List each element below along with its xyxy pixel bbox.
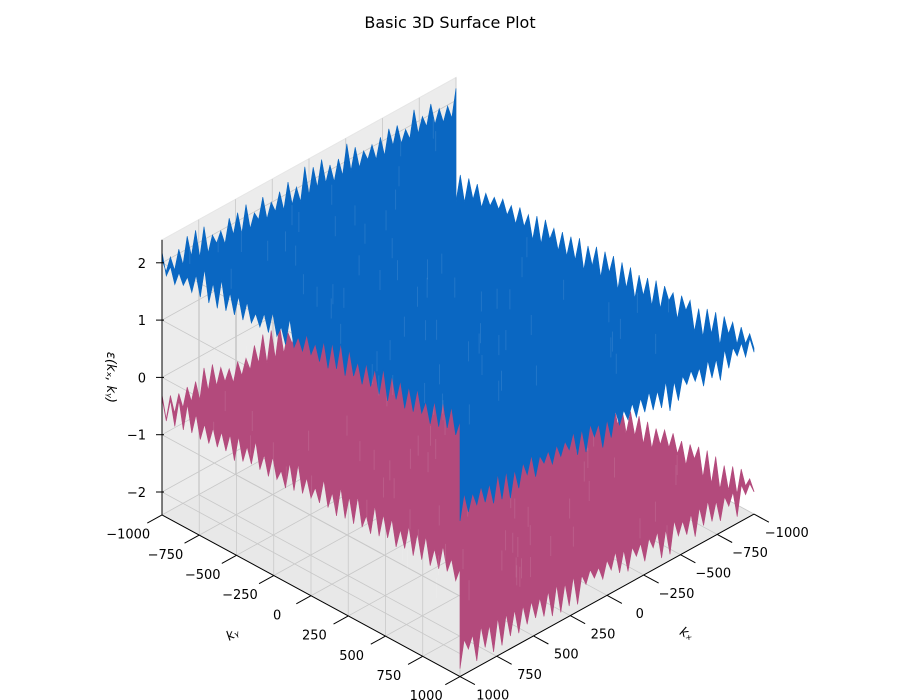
x-tick [717, 533, 733, 543]
x-tick-label: −750 [732, 546, 768, 561]
z-tick-label: 2 [138, 257, 146, 272]
y-tick [445, 676, 461, 686]
x-tick-label: 250 [591, 627, 616, 642]
y-tick [258, 575, 274, 585]
y-axis-label: kᵧ [224, 625, 243, 645]
x-tick [496, 655, 512, 665]
x-tick-label: −1000 [765, 526, 809, 541]
y-tick-label: −1000 [106, 528, 150, 543]
z-tick-label: −2 [127, 486, 146, 501]
y-tick-label: −500 [185, 568, 221, 583]
surfaces [161, 88, 755, 669]
y-tick [147, 514, 163, 524]
z-tick-label: −1 [127, 429, 146, 444]
y-tick-label: −250 [222, 588, 258, 603]
x-tick-label: −500 [695, 566, 731, 581]
z-tick-label: 1 [138, 314, 146, 329]
y-tick-label: 0 [273, 608, 281, 623]
x-tick [606, 594, 623, 604]
x-tick-label: −250 [659, 587, 695, 602]
x-tick-label: 1000 [476, 688, 509, 700]
y-tick [221, 554, 237, 564]
y-tick-label: 500 [339, 649, 364, 664]
x-tick [570, 615, 586, 625]
y-tick [370, 635, 386, 645]
y-tick-label: 750 [377, 669, 402, 684]
x-tick [680, 554, 696, 564]
y-tick [407, 655, 423, 665]
y-tick [296, 595, 312, 605]
axes: −1000−750−500−25002505007501000−1000−750… [106, 239, 809, 700]
z-axis-label: ε(kₓ, kᵧ) [103, 352, 118, 403]
x-tick [643, 574, 659, 584]
y-tick [184, 534, 200, 544]
z-tick-label: 0 [138, 371, 146, 386]
x-tick [753, 513, 770, 523]
x-tick-label: 500 [554, 648, 579, 663]
surface-upper [161, 88, 755, 521]
y-tick-label: −750 [148, 548, 184, 563]
y-tick-label: 1000 [410, 689, 443, 700]
x-tick-label: 750 [517, 668, 542, 683]
x-tick-label: 0 [636, 607, 644, 622]
y-tick-label: 250 [302, 629, 327, 644]
x-tick [459, 676, 476, 686]
x-axis-label: kₓ [677, 624, 696, 644]
chart-title: Basic 3D Surface Plot [364, 13, 535, 32]
y-tick [333, 615, 349, 625]
x-tick [533, 635, 549, 645]
